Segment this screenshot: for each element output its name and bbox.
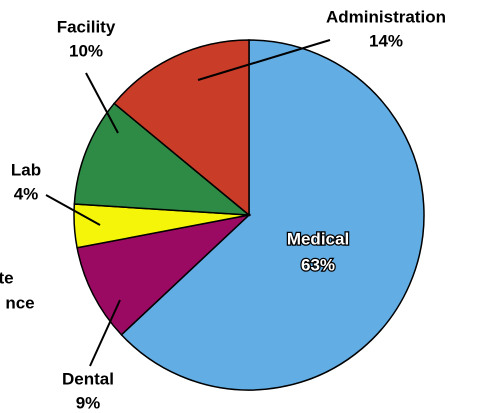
slice-value: 10% [69,41,103,60]
slice-label: Administration [326,7,446,26]
slice-value: 63% [301,255,335,274]
slice-value: 9% [76,393,101,412]
leader-line [89,299,121,367]
pie [73,39,425,391]
labels: Medical 63% Dental 9% Lab 4% Facility 10% Admini… [11,7,446,412]
slice-value: 4% [14,184,39,203]
cropped-label: te [0,268,14,287]
cropped-label: nce [5,293,34,312]
pie-slice [120,39,425,391]
leader-line [197,39,331,81]
pie-slice [113,39,250,217]
slice-label: Facility [57,17,116,36]
leader-line [85,72,119,134]
slice-label: Dental [62,369,114,388]
slice-label: Lab [11,160,41,179]
leader-line [45,194,101,226]
slice-label: Medical [287,229,349,248]
pie-slice [76,213,252,336]
slice-value: 14% [369,31,403,50]
